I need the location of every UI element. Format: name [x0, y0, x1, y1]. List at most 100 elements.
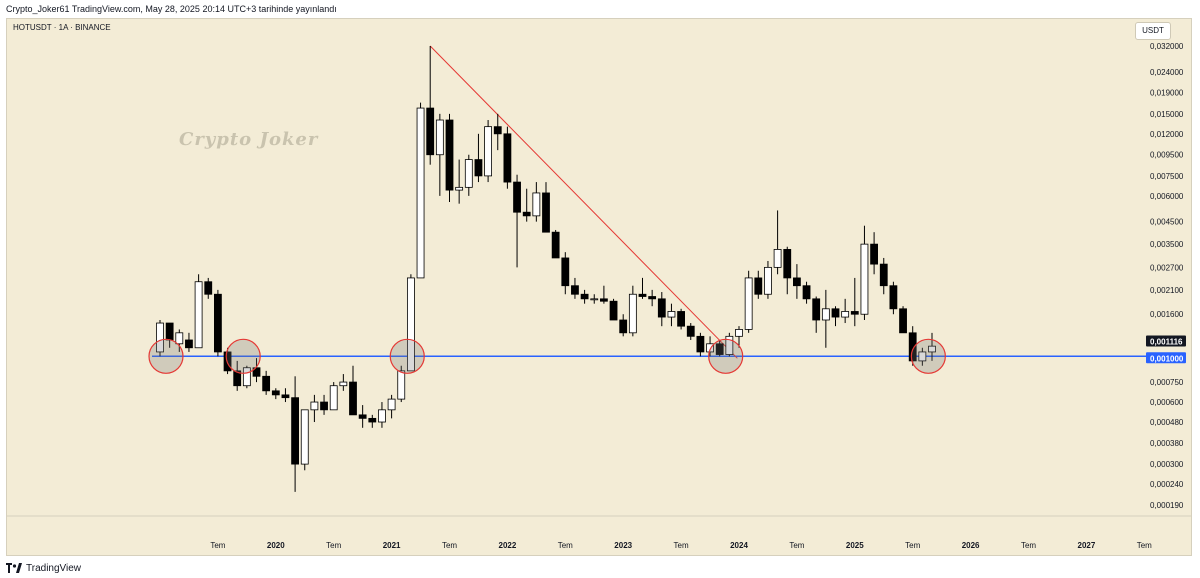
candle-down	[580, 293, 589, 300]
y-tick-label: 0,024000	[1150, 68, 1184, 77]
candle-up	[464, 159, 473, 188]
y-tick-label: 0,006000	[1150, 192, 1184, 201]
price-label: 0,001116	[1150, 337, 1183, 346]
y-tick-label: 0,002700	[1150, 263, 1184, 272]
x-tick-label: Tem	[326, 541, 341, 550]
candle-up	[175, 332, 184, 345]
y-tick-label: 0,001600	[1150, 310, 1184, 319]
candle-down	[870, 243, 878, 265]
candle-up	[455, 186, 464, 191]
footer-brand: TradingView	[26, 562, 82, 574]
trendline	[429, 45, 738, 359]
support-touch-circle	[225, 338, 261, 374]
candle-down	[850, 311, 859, 315]
y-tick-label: 0,004500	[1150, 218, 1184, 227]
y-tick-label: 0,019000	[1150, 89, 1184, 98]
candle-up	[590, 298, 599, 301]
candle-up	[744, 277, 753, 330]
candle-up	[378, 409, 386, 423]
candle-up	[821, 308, 830, 321]
candle-up	[532, 192, 541, 217]
symbol-legend: HOTUSDT · 1A · BINANCE	[13, 23, 111, 32]
support-touch-circle	[910, 338, 946, 374]
candle-down	[204, 281, 213, 295]
candle-down	[600, 298, 608, 302]
candle-up	[667, 311, 676, 318]
support-touch-circle	[389, 338, 425, 374]
y-tick-label: 0,015000	[1150, 110, 1184, 119]
candle-down	[812, 298, 821, 321]
candle-down	[754, 277, 763, 295]
candle-up	[300, 409, 309, 465]
x-tick-label: 2025	[846, 541, 864, 550]
candle-down	[358, 414, 367, 419]
candle-up	[860, 243, 869, 315]
candle-down	[677, 311, 685, 327]
watermark: Crypto Joker	[179, 129, 319, 150]
y-tick-label: 0,009500	[1150, 151, 1184, 160]
y-tick-label: 0,000480	[1150, 418, 1184, 427]
candle-up	[484, 126, 493, 177]
x-tick-label: Tem	[442, 541, 457, 550]
y-tick-label: 0,032000	[1150, 42, 1184, 51]
candle-down	[445, 119, 454, 191]
candle-up	[416, 107, 425, 279]
candle-down	[638, 293, 647, 297]
y-tick-label: 0,007500	[1150, 172, 1184, 181]
candle-up	[928, 345, 936, 353]
x-tick-label: 2026	[962, 541, 980, 550]
candle-down	[571, 285, 579, 295]
y-tick-label: 0,012000	[1150, 130, 1184, 139]
candle-up	[735, 329, 743, 337]
x-tick-label: 2020	[267, 541, 285, 550]
support-touch-circle	[708, 338, 744, 374]
candle-up	[706, 343, 714, 353]
candle-down	[657, 298, 666, 318]
candle-down	[262, 375, 271, 392]
x-tick-label: 2021	[383, 541, 401, 550]
price-label: 0,001000	[1150, 354, 1184, 363]
x-tick-label: 2022	[499, 541, 517, 550]
candle-down	[715, 343, 724, 355]
candle-down	[783, 249, 792, 279]
x-tick-label: 2023	[614, 541, 632, 550]
candle-down	[899, 308, 907, 334]
candle-up	[918, 351, 927, 362]
candle-down	[493, 126, 502, 135]
y-tick-label: 0,000600	[1150, 398, 1184, 407]
candle-down	[291, 397, 300, 465]
x-tick-label: 2024	[730, 541, 748, 550]
x-tick-label: Tem	[789, 541, 804, 550]
candle-down	[609, 300, 618, 321]
candle-up	[628, 293, 637, 334]
candle-up	[764, 266, 772, 295]
candle-up	[387, 398, 396, 411]
x-tick-label: Tem	[558, 541, 573, 550]
candle-down	[793, 277, 801, 287]
x-tick-label: Tem	[210, 541, 225, 550]
candle-down	[185, 339, 193, 349]
candle-down	[349, 381, 357, 416]
candle-up	[773, 249, 782, 268]
candle-down	[165, 322, 174, 341]
candle-down	[889, 285, 898, 310]
candle-down	[696, 335, 705, 353]
candle-down	[513, 181, 521, 213]
candle-down	[474, 159, 483, 177]
candle-down	[368, 417, 377, 423]
candle-up	[242, 367, 251, 387]
candle-down	[522, 211, 531, 217]
candle-up	[397, 370, 406, 400]
candle-down	[561, 257, 570, 287]
currency-button[interactable]: USDT	[1135, 22, 1171, 40]
candle-up	[725, 335, 734, 355]
x-tick-label: Tem	[1137, 541, 1152, 550]
y-tick-label: 0,003500	[1150, 240, 1184, 249]
candle-down	[686, 325, 695, 337]
candle-up	[310, 401, 319, 411]
candle-down	[879, 263, 888, 287]
candle-down	[271, 390, 280, 396]
x-tick-label: Tem	[905, 541, 920, 550]
chart-pane[interactable]: HOTUSDT · 1A · BINANCE Crypto Joker USDT	[6, 18, 1192, 556]
candle-up	[329, 385, 338, 411]
